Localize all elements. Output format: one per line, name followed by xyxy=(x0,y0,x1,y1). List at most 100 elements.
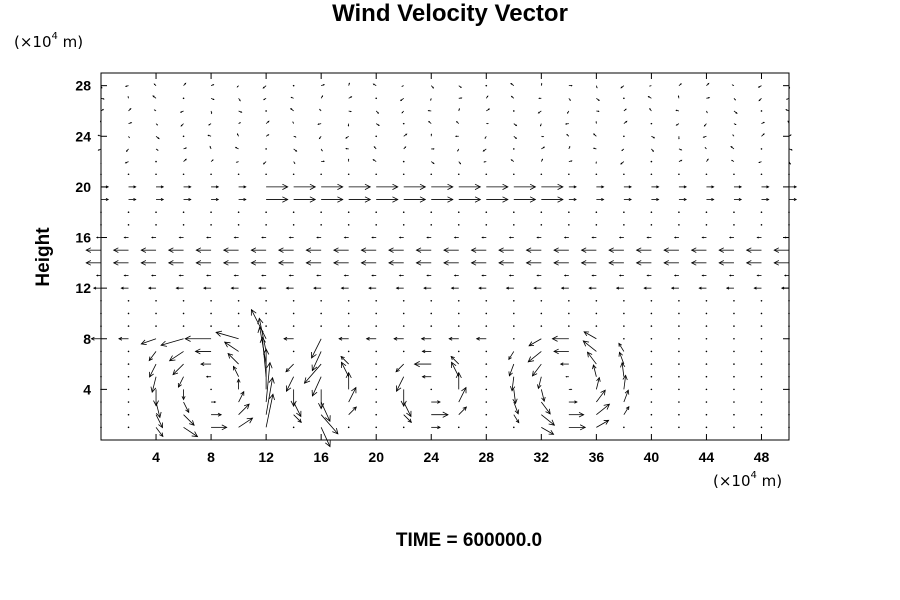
vector-dot xyxy=(760,363,763,365)
vector-dot xyxy=(623,97,625,100)
vector-dot xyxy=(182,173,185,176)
vector-arrowhead xyxy=(557,183,564,190)
vector-arrowhead xyxy=(773,247,780,253)
vector-dot xyxy=(127,401,130,403)
x-unit-prefix: (×10 xyxy=(713,472,751,490)
vector-arrowhead xyxy=(646,236,649,239)
vector-arrow xyxy=(215,331,239,340)
vector-dot xyxy=(127,173,130,176)
vector-arrowhead xyxy=(470,260,477,266)
vector-arrow xyxy=(320,427,331,447)
vector-arrow xyxy=(183,401,190,413)
vector-dot xyxy=(650,224,653,226)
y-axis-unit: (×104 m) xyxy=(14,31,83,51)
vector-arrowhead xyxy=(244,403,250,410)
vector-dot xyxy=(182,211,185,214)
vector-dot xyxy=(678,224,680,226)
vector-arrowhead xyxy=(540,82,543,85)
vector-dot xyxy=(265,148,267,150)
chart-title: Wind Velocity Vector xyxy=(332,0,568,27)
vector-arrowhead xyxy=(209,145,212,148)
vector-arrowhead xyxy=(502,183,509,190)
vector-arrowhead xyxy=(415,260,422,266)
vector-arrowhead xyxy=(208,123,210,126)
vector-dot xyxy=(513,337,515,340)
vector-dot xyxy=(788,426,790,429)
vector-arrowhead xyxy=(233,236,236,239)
vector-dot xyxy=(402,350,405,353)
vector-dot xyxy=(292,426,295,429)
vector-arrowhead xyxy=(790,134,792,136)
vector-dot xyxy=(182,224,185,226)
vector-arrowhead xyxy=(303,377,311,384)
vector-arrowhead xyxy=(783,236,787,239)
vector-arrowhead xyxy=(258,286,262,290)
vector-dot xyxy=(375,325,378,327)
vector-arrowhead xyxy=(221,424,228,431)
vector-dot xyxy=(430,173,433,176)
vector-dot xyxy=(513,299,515,302)
vector-dot xyxy=(678,350,680,353)
vector-dot xyxy=(100,325,102,327)
vector-dot xyxy=(568,325,570,327)
vector-arrowhead xyxy=(673,274,677,277)
vector-arrowhead xyxy=(112,260,119,266)
vector-arrowhead xyxy=(718,247,724,253)
vector-dot xyxy=(402,122,405,125)
vector-arrowhead xyxy=(347,125,350,127)
vector-arrowhead xyxy=(432,162,435,165)
vector-arrow xyxy=(149,363,157,378)
vector-arrowhead xyxy=(95,236,99,239)
vector-arrowhead xyxy=(510,82,513,85)
vector-dot xyxy=(513,325,515,327)
vector-arrow xyxy=(541,401,551,415)
vector-arrowhead xyxy=(725,286,730,290)
vector-dot xyxy=(100,312,102,315)
vector-dot xyxy=(623,173,625,176)
vector-dot xyxy=(210,299,212,302)
vector-dot xyxy=(623,211,625,214)
vector-arrowhead xyxy=(680,148,683,151)
vector-dot xyxy=(788,173,790,176)
vector-arrow xyxy=(596,420,609,428)
vector-dot xyxy=(155,312,157,315)
vector-arrowhead xyxy=(735,111,738,114)
vector-dot xyxy=(760,110,763,112)
x-tick-label: 36 xyxy=(589,449,605,465)
vector-arrowhead xyxy=(153,109,156,111)
vector-arrowhead xyxy=(734,99,736,101)
vector-arrowhead xyxy=(592,364,597,370)
vector-arrowhead xyxy=(395,367,400,373)
vector-arrowhead xyxy=(368,286,372,290)
vector-arrowhead xyxy=(217,412,223,417)
vector-arrowhead xyxy=(482,149,485,152)
vector-arrowhead xyxy=(210,112,213,115)
vector-arrowhead xyxy=(707,158,709,161)
vector-arrowhead xyxy=(160,198,165,202)
vector-arrowhead xyxy=(319,108,321,111)
vector-arrowhead xyxy=(421,349,426,354)
vector-arrowhead xyxy=(793,198,798,202)
vector-arrowhead xyxy=(239,99,241,102)
vector-dot xyxy=(127,413,130,416)
vector-arrowhead xyxy=(419,196,427,203)
vector-arrowhead xyxy=(407,418,412,423)
vector-arrowhead xyxy=(432,148,435,150)
vector-arrowhead xyxy=(423,286,427,290)
vector-arrowhead xyxy=(756,274,759,277)
vector-dot xyxy=(347,325,350,327)
vector-dot xyxy=(760,299,763,302)
vector-arrowhead xyxy=(149,371,154,378)
vector-arrow xyxy=(395,363,405,372)
vector-dot xyxy=(485,211,488,214)
vector-dot xyxy=(237,173,240,176)
vector-arrowhead xyxy=(240,390,245,396)
x-tick-label: 44 xyxy=(699,449,715,465)
vector-arrowhead xyxy=(185,147,188,149)
vector-arrowhead xyxy=(167,247,174,253)
vector-dot xyxy=(705,363,708,365)
vector-arrowhead xyxy=(673,236,677,239)
x-tick-label: 24 xyxy=(423,449,439,465)
vector-arrowhead xyxy=(738,198,743,202)
vector-arrowhead xyxy=(285,286,289,290)
